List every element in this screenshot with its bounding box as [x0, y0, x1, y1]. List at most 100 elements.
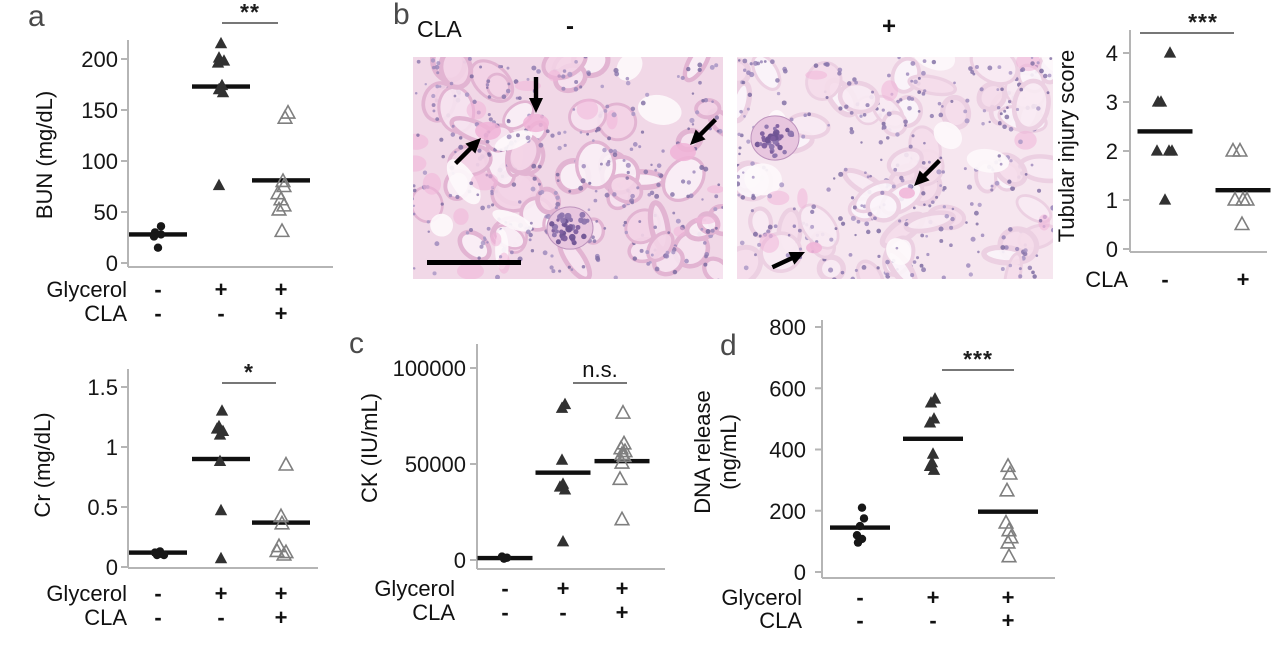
nucleus: [684, 258, 689, 264]
nucleus: [921, 160, 926, 165]
group-mean-bar: [1137, 129, 1193, 134]
nucleus: [787, 233, 791, 237]
panel-label-d: d: [720, 329, 737, 362]
nucleus: [506, 119, 511, 124]
nucleus: [881, 121, 886, 126]
nucleus: [949, 225, 954, 230]
nucleus: [511, 182, 517, 187]
nucleus: [612, 152, 618, 157]
nucleus: [697, 67, 702, 72]
pink-patch: [706, 185, 723, 194]
nucleus: [568, 189, 572, 193]
arrow-icon: [914, 170, 930, 186]
tubule-lumen: [430, 213, 454, 237]
nucleus: [807, 112, 812, 117]
arrow-icon: [465, 138, 481, 154]
tubule-lumen: [494, 130, 533, 151]
nucleus: [969, 202, 974, 206]
glomerulus-nucleus: [568, 233, 576, 241]
nucleus: [1050, 227, 1053, 233]
glomerulus-nucleus: [563, 223, 568, 228]
nucleus: [581, 265, 586, 269]
nucleus: [594, 129, 598, 133]
nucleus: [942, 205, 946, 209]
nucleus: [657, 173, 661, 176]
nucleus: [713, 207, 718, 212]
nucleus: [578, 185, 584, 191]
nucleus: [977, 250, 980, 254]
nucleus: [877, 254, 881, 258]
nucleus: [832, 177, 836, 180]
nucleus: [979, 87, 984, 92]
nucleus: [741, 80, 746, 85]
glomerulus-nucleus: [561, 235, 568, 242]
nucleus: [711, 100, 714, 103]
arrow-shaft: [453, 144, 475, 166]
x-row-value: -: [856, 585, 863, 610]
nucleus: [531, 163, 537, 169]
nucleus: [469, 74, 474, 79]
nucleus: [965, 221, 968, 224]
x-row-value: +: [1002, 585, 1015, 610]
nucleus: [413, 267, 416, 270]
nucleus: [910, 97, 915, 101]
nucleus: [907, 184, 913, 189]
nucleus: [968, 66, 973, 71]
nucleus: [927, 160, 931, 164]
nucleus: [699, 165, 705, 170]
nucleus: [1030, 163, 1034, 167]
x-row-label: Glycerol: [374, 576, 455, 601]
nucleus: [561, 74, 566, 79]
pink-patch: [576, 98, 599, 120]
nucleus: [700, 227, 704, 231]
nucleus: [704, 254, 708, 259]
nucleus: [1000, 245, 1006, 250]
nucleus: [837, 71, 842, 76]
significance-label: **: [240, 0, 260, 25]
nucleus: [738, 146, 742, 150]
data-point-triangle-filled: [215, 404, 229, 416]
panel-label-a: a: [28, 0, 45, 33]
nucleus: [840, 221, 846, 226]
arrow-icon: [690, 129, 706, 145]
nucleus: [977, 202, 982, 207]
nucleus: [841, 270, 844, 274]
nucleus: [939, 156, 943, 160]
histology-image-cla-minus: [413, 57, 723, 279]
arrow-icon: [788, 251, 805, 265]
nucleus: [852, 77, 857, 82]
nucleus: [739, 109, 743, 114]
glomerulus-nucleus: [560, 217, 566, 224]
nucleus: [1020, 67, 1026, 72]
nucleus: [953, 81, 956, 85]
nucleus: [603, 109, 608, 113]
group-mean-bar: [1215, 188, 1271, 193]
data-point-triangle-open: [1226, 190, 1244, 206]
tubule: [457, 229, 492, 263]
tubule: [438, 57, 474, 90]
nucleus: [990, 184, 994, 188]
nucleus: [413, 197, 414, 201]
nucleus: [880, 190, 885, 195]
nucleus: [472, 99, 477, 105]
nucleus: [1007, 179, 1012, 184]
data-point-triangle-open: [275, 177, 293, 193]
nucleus: [810, 224, 815, 229]
nucleus: [691, 92, 695, 95]
nucleus: [671, 250, 676, 255]
nucleus: [896, 99, 900, 104]
nucleus: [939, 239, 944, 243]
data-point-triangle-open: [1231, 141, 1249, 157]
nucleus: [721, 206, 723, 209]
nucleus: [525, 135, 531, 141]
nucleus: [886, 111, 892, 117]
nucleus: [603, 226, 607, 230]
nucleus: [785, 253, 791, 258]
chart-cr: 00.511.5Cr (mg/dL)*Glycerol - + +CLA - - +: [30, 359, 318, 630]
nucleus: [844, 104, 849, 109]
arrow-shaft: [920, 158, 942, 180]
nucleus: [925, 234, 929, 238]
nucleus: [974, 64, 979, 69]
nucleus: [537, 164, 542, 169]
data-point-triangle-open: [277, 455, 295, 471]
